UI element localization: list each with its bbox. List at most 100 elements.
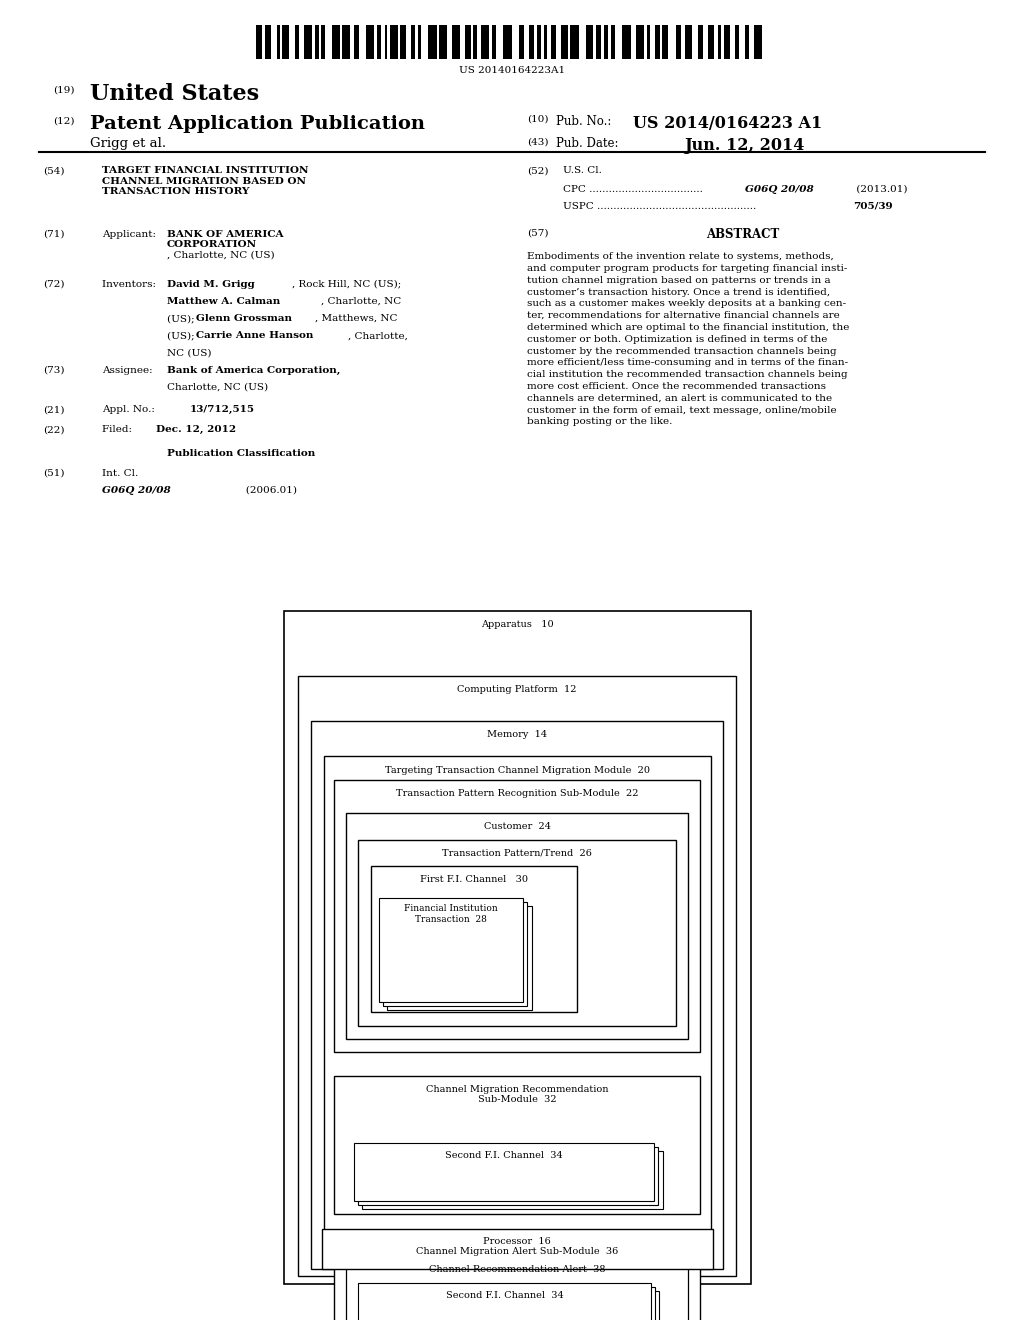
Bar bbox=[538, 25, 541, 59]
Text: (2013.01): (2013.01) bbox=[853, 185, 907, 194]
Text: Glenn Grossman: Glenn Grossman bbox=[196, 314, 292, 323]
Bar bbox=[366, 25, 374, 59]
Bar bbox=[519, 25, 523, 59]
Text: (52): (52) bbox=[527, 166, 549, 176]
Bar bbox=[636, 25, 644, 59]
Text: US 2014/0164223 A1: US 2014/0164223 A1 bbox=[633, 115, 822, 132]
Text: ABSTRACT: ABSTRACT bbox=[706, 228, 779, 242]
Bar bbox=[298, 676, 736, 1276]
Text: Transaction Pattern Recognition Sub-Module  22: Transaction Pattern Recognition Sub-Modu… bbox=[396, 789, 638, 799]
Bar bbox=[334, 780, 700, 1052]
Bar bbox=[596, 25, 601, 59]
Text: Transaction Pattern/Trend  26: Transaction Pattern/Trend 26 bbox=[442, 849, 592, 858]
Text: (72): (72) bbox=[43, 280, 65, 289]
Text: (19): (19) bbox=[53, 86, 75, 95]
Text: Carrie Anne Hanson: Carrie Anne Hanson bbox=[196, 331, 313, 341]
Text: Channel Migration Recommendation
Sub-Module  32: Channel Migration Recommendation Sub-Mod… bbox=[426, 1085, 608, 1105]
Bar bbox=[265, 25, 270, 59]
Text: G06Q 20/08: G06Q 20/08 bbox=[745, 185, 814, 194]
Text: Int. Cl.: Int. Cl. bbox=[102, 469, 138, 478]
Text: Bank of America Corporation,: Bank of America Corporation, bbox=[167, 366, 340, 375]
Bar bbox=[561, 25, 568, 59]
Bar bbox=[744, 25, 749, 59]
Bar bbox=[654, 25, 660, 59]
Text: Patent Application Publication: Patent Application Publication bbox=[90, 115, 425, 133]
Bar bbox=[453, 25, 460, 59]
Text: United States: United States bbox=[90, 83, 259, 106]
Bar bbox=[724, 25, 730, 59]
Bar bbox=[544, 25, 547, 59]
Bar bbox=[428, 25, 437, 59]
Bar bbox=[390, 25, 398, 59]
Text: Filed:: Filed: bbox=[102, 425, 156, 434]
Bar bbox=[685, 25, 692, 59]
Bar bbox=[362, 1151, 663, 1209]
Bar bbox=[282, 25, 289, 59]
Text: (US);: (US); bbox=[167, 314, 198, 323]
Bar bbox=[698, 25, 703, 59]
Bar bbox=[324, 756, 711, 1261]
Text: , Rock Hill, NC (US);: , Rock Hill, NC (US); bbox=[292, 280, 401, 289]
Text: Matthew A. Calman: Matthew A. Calman bbox=[167, 297, 281, 306]
Bar bbox=[709, 25, 715, 59]
Text: (73): (73) bbox=[43, 366, 65, 375]
Text: Dec. 12, 2012: Dec. 12, 2012 bbox=[156, 425, 236, 434]
Text: NC (US): NC (US) bbox=[167, 348, 211, 358]
Text: TARGET FINANCIAL INSTITUTION
CHANNEL MIGRATION BASED ON
TRANSACTION HISTORY: TARGET FINANCIAL INSTITUTION CHANNEL MIG… bbox=[102, 166, 309, 197]
Bar bbox=[570, 25, 579, 59]
Bar bbox=[358, 1283, 651, 1320]
Bar bbox=[322, 1229, 713, 1269]
Text: US 20140164223A1: US 20140164223A1 bbox=[459, 66, 565, 75]
Text: (51): (51) bbox=[43, 469, 65, 478]
Text: Apparatus   10: Apparatus 10 bbox=[481, 620, 553, 630]
Text: (12): (12) bbox=[53, 116, 75, 125]
Bar bbox=[465, 25, 471, 59]
Bar bbox=[371, 866, 578, 1012]
Text: U.S. Cl.: U.S. Cl. bbox=[563, 166, 602, 176]
Bar bbox=[358, 1147, 658, 1205]
Text: Inventors:: Inventors: bbox=[102, 280, 160, 289]
Bar bbox=[334, 1076, 700, 1214]
Text: 705/39: 705/39 bbox=[853, 202, 893, 211]
Bar bbox=[493, 25, 497, 59]
Bar bbox=[314, 25, 318, 59]
Text: BANK OF AMERICA
CORPORATION: BANK OF AMERICA CORPORATION bbox=[167, 230, 284, 249]
Text: (71): (71) bbox=[43, 230, 65, 239]
Bar bbox=[256, 25, 262, 59]
Text: , Charlotte,: , Charlotte, bbox=[348, 331, 408, 341]
Text: Channel Recommendation Alert  38: Channel Recommendation Alert 38 bbox=[429, 1265, 605, 1274]
Bar bbox=[321, 25, 325, 59]
Bar bbox=[676, 25, 681, 59]
Text: (57): (57) bbox=[527, 228, 549, 238]
Bar bbox=[367, 1291, 659, 1320]
Text: Second F.I. Channel  34: Second F.I. Channel 34 bbox=[445, 1151, 563, 1160]
Bar bbox=[383, 902, 527, 1006]
Bar bbox=[586, 25, 593, 59]
Bar bbox=[332, 25, 340, 59]
Text: First F.I. Channel   30: First F.I. Channel 30 bbox=[420, 875, 527, 884]
Text: , Matthews, NC: , Matthews, NC bbox=[315, 314, 398, 323]
Bar bbox=[623, 25, 631, 59]
Text: , Charlotte, NC (US): , Charlotte, NC (US) bbox=[167, 251, 274, 260]
Bar bbox=[503, 25, 512, 59]
Text: Targeting Transaction Channel Migration Module  20: Targeting Transaction Channel Migration … bbox=[385, 766, 649, 775]
Bar bbox=[311, 721, 723, 1269]
Text: Financial Institution
Transaction  28: Financial Institution Transaction 28 bbox=[404, 904, 498, 924]
Bar bbox=[481, 25, 489, 59]
Bar bbox=[735, 25, 739, 59]
Bar bbox=[346, 813, 688, 1039]
Text: 13/712,515: 13/712,515 bbox=[189, 405, 254, 414]
Text: CPC ...................................: CPC ................................... bbox=[563, 185, 703, 194]
Text: (2006.01): (2006.01) bbox=[223, 486, 297, 495]
Text: Appl. No.:: Appl. No.: bbox=[102, 405, 159, 414]
Text: Jun. 12, 2014: Jun. 12, 2014 bbox=[684, 137, 805, 154]
Text: Memory  14: Memory 14 bbox=[487, 730, 547, 739]
Bar bbox=[353, 25, 358, 59]
Text: (43): (43) bbox=[527, 137, 549, 147]
Bar bbox=[439, 25, 447, 59]
Text: (21): (21) bbox=[43, 405, 65, 414]
Text: Channel Migration Alert Sub-Module  36: Channel Migration Alert Sub-Module 36 bbox=[416, 1247, 618, 1257]
Text: Processor  16: Processor 16 bbox=[483, 1237, 551, 1246]
Bar bbox=[419, 25, 421, 59]
Bar bbox=[354, 1143, 654, 1201]
